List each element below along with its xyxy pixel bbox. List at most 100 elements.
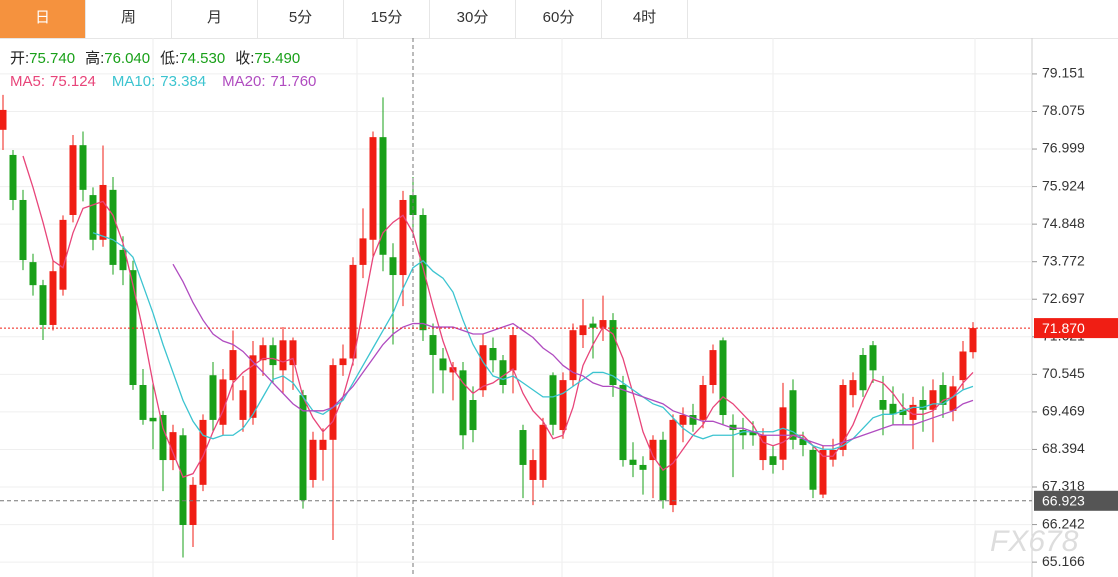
candle-body [879, 400, 887, 410]
candle-body [749, 431, 757, 436]
legend-name: MA10: [112, 73, 155, 90]
candle-body [639, 464, 647, 470]
candle-body [959, 351, 967, 381]
marks [0, 94, 977, 558]
ma-line [22, 155, 974, 478]
candle-body [179, 435, 187, 525]
candle-body [889, 403, 897, 415]
candle-body [869, 345, 877, 371]
candle-body [859, 354, 867, 391]
period-tab[interactable]: 月 [172, 0, 258, 38]
period-tab[interactable]: 4时 [602, 0, 688, 38]
period-tab[interactable]: 5分 [258, 0, 344, 38]
candle-body [829, 449, 837, 460]
candle-body [549, 375, 557, 425]
candle-body [9, 154, 17, 200]
candle-body [569, 330, 577, 381]
last-price-label: 71.870 [1042, 320, 1085, 336]
candle-body [709, 350, 717, 385]
candle-body [729, 424, 737, 431]
candle-body [529, 460, 537, 480]
candle-body [239, 390, 247, 420]
candle-body [899, 409, 907, 416]
info-value: 75.740 [29, 50, 75, 67]
ma-line [172, 263, 974, 447]
legend-name: MA20: [222, 73, 265, 90]
y-tick-label: 65.166 [1042, 553, 1085, 569]
candle-body [129, 270, 137, 385]
candle-body [939, 384, 947, 405]
candle-body [119, 249, 127, 271]
y-tick-label: 76.999 [1042, 140, 1085, 156]
info-label: 收: [235, 50, 254, 67]
candle-body [739, 430, 747, 436]
candle-body [399, 199, 407, 276]
grid: 79.151 78.075 76.999 75.924 74.848 73.772 72.6… [0, 65, 1085, 569]
ma-line [92, 232, 974, 450]
candle-body [389, 257, 397, 276]
candle-body [679, 415, 687, 425]
candle-body [159, 415, 167, 461]
info-value: 74.530 [179, 50, 225, 67]
candle-body [59, 219, 67, 290]
candle-body [839, 384, 847, 450]
candle-body [479, 345, 487, 391]
period-tab[interactable]: 周 [86, 0, 172, 38]
candle-body [69, 145, 77, 215]
candle-body [819, 449, 827, 495]
candle-body [849, 380, 857, 396]
candle-body [969, 328, 977, 353]
candle-body [19, 199, 27, 261]
y-tick-label: 79.151 [1042, 65, 1085, 81]
candle-body [609, 320, 617, 385]
y-tick-label: 78.075 [1042, 102, 1085, 118]
legend-value: 73.384 [160, 73, 206, 90]
period-tab[interactable]: 30分 [430, 0, 516, 38]
crosshair-price-box [1034, 490, 1118, 511]
candle-body [459, 370, 467, 436]
period-tab[interactable]: 60分 [516, 0, 602, 38]
candle-body [599, 320, 607, 328]
candle-body [149, 417, 157, 422]
candle-body [49, 271, 57, 325]
candle-body [719, 340, 727, 416]
candle-body [319, 439, 327, 450]
period-tab[interactable]: 15分 [344, 0, 430, 38]
candle-body [379, 137, 387, 255]
candle-body [769, 456, 777, 465]
candle-body [499, 360, 507, 385]
candle-body [169, 432, 177, 461]
candle-body [89, 195, 97, 240]
candle-body [229, 350, 237, 381]
candle-body [309, 439, 317, 480]
candle-body [779, 407, 787, 460]
candle-body [279, 340, 287, 371]
y-tick-label: 66.242 [1042, 515, 1085, 531]
candle-body [949, 386, 957, 411]
candle-body [689, 415, 697, 425]
candle-body [439, 358, 447, 371]
last-price-box [1034, 318, 1118, 339]
candle-body [809, 449, 817, 490]
candle-body [469, 400, 477, 431]
candle-body [789, 390, 797, 440]
candle-body [629, 459, 637, 465]
info-value: 75.490 [254, 50, 300, 67]
candle-body [409, 195, 417, 215]
period-tabs: 日周月 5分 15分 30分 60分 4时 [0, 0, 1118, 39]
candle-body [919, 400, 927, 410]
candle-body [359, 238, 367, 265]
crosshair-price-label: 66.923 [1042, 492, 1085, 508]
candle-body [109, 189, 117, 265]
candle-body [559, 380, 567, 431]
y-tick-label: 68.394 [1042, 440, 1085, 456]
period-tab[interactable]: 日 [0, 0, 86, 38]
candle-body [699, 384, 707, 420]
watermark: FX678 [990, 525, 1079, 558]
candle-body [209, 375, 217, 420]
candle-body [799, 438, 807, 446]
candle-body [289, 340, 297, 366]
